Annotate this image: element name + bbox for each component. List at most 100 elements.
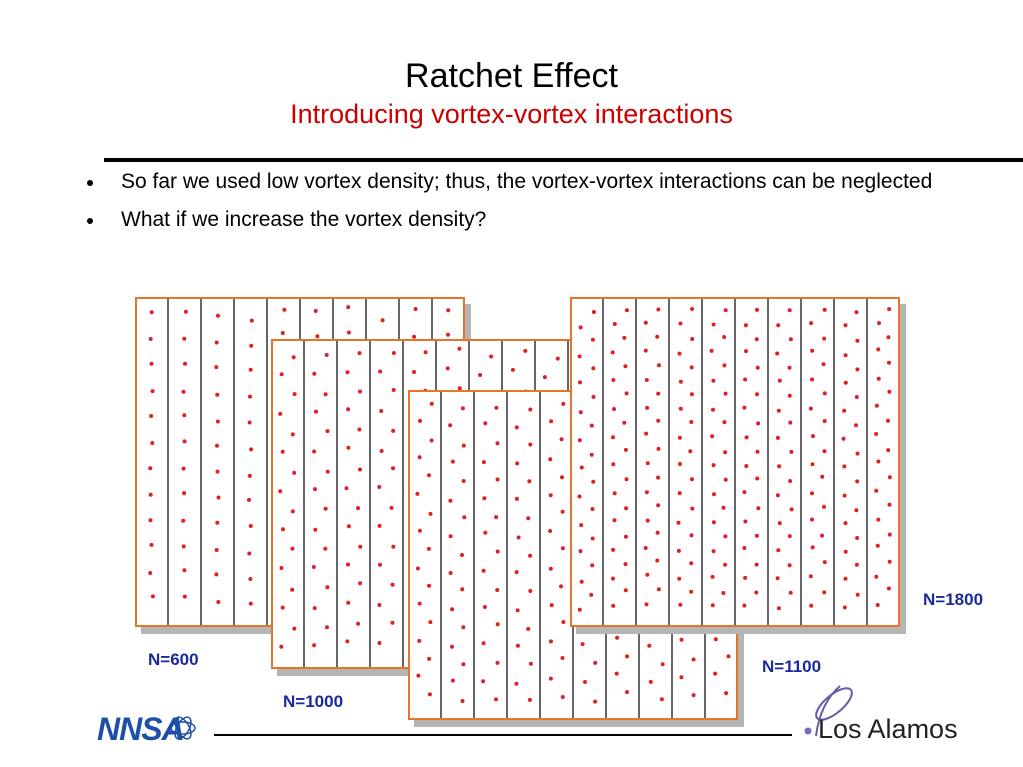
vortex-dot [810, 545, 815, 550]
vortex-dot [611, 462, 616, 467]
vortex-dot [215, 419, 220, 424]
vortex-dot [323, 506, 328, 511]
vortex-dot [149, 414, 154, 418]
vortex-dot [216, 600, 221, 604]
title-divider [104, 158, 1023, 162]
vortex-dot [346, 600, 351, 605]
vortex-dot [291, 355, 296, 360]
vortex-dot [855, 451, 860, 456]
vortex-dot [215, 469, 220, 474]
vortex-dot [515, 608, 520, 613]
vortex-dot [182, 491, 187, 496]
vortex-dot [527, 697, 532, 702]
vortex-dot [249, 318, 254, 323]
vortex-dot [494, 405, 499, 410]
vortex-dot [590, 563, 595, 568]
vortex-dot [428, 620, 433, 625]
vortex-dot [412, 334, 417, 339]
vortex-dot [148, 518, 153, 523]
vortex-dot [612, 407, 616, 411]
vortex-dot [887, 389, 892, 394]
vortex-dot [182, 336, 187, 341]
vortex-dot [391, 544, 396, 549]
vortex-dot [723, 562, 728, 567]
vortex-dot [655, 558, 660, 563]
vortex-dot [514, 570, 519, 575]
vortex-dot [590, 536, 595, 541]
nnsa-logo: NNSA [97, 711, 196, 747]
vortex-dot [822, 504, 826, 509]
vortex-dot [691, 693, 696, 698]
vortex-dot [744, 435, 749, 440]
vortex-dot [280, 331, 285, 335]
vortex-dot [875, 543, 880, 548]
vortex-dot [312, 449, 317, 454]
vortex-dot [516, 535, 521, 540]
vortex-dot [742, 405, 747, 410]
vortex-dot [787, 534, 792, 539]
vortex-dot [578, 410, 583, 415]
vortex-dot [460, 587, 465, 592]
vortex-dot [358, 389, 362, 394]
vortex-dot [855, 338, 860, 343]
svg-text:Los Alamos: Los Alamos [818, 714, 958, 744]
vortex-dot [876, 376, 881, 381]
vortex-dot [216, 495, 221, 500]
vortex-dot [742, 603, 747, 608]
vortex-dot [216, 313, 220, 318]
vortex-dot [754, 590, 759, 595]
vortex-dot [345, 370, 350, 375]
vortex-dot [290, 432, 295, 437]
vortex-dot [789, 449, 794, 454]
vortex-dot [855, 367, 860, 372]
vortex-dot [290, 509, 295, 514]
vortex-dot [279, 566, 284, 570]
vortex-dot [593, 660, 598, 665]
vortex-dot [526, 516, 531, 521]
vortex-dot [677, 435, 682, 440]
vortex-dot [215, 392, 220, 397]
vortex-dot [787, 563, 792, 568]
vortex-dot [593, 699, 598, 704]
vortex-dot [623, 588, 628, 593]
vortex-dot [448, 534, 453, 539]
simulation-panel-n1800 [570, 297, 900, 627]
vortex-dot [644, 431, 649, 436]
vortex-dot [278, 489, 283, 494]
vortex-dot [843, 576, 848, 581]
vortex-dot [390, 620, 395, 625]
vortex-dot [787, 393, 792, 398]
vortex-dot [615, 635, 620, 640]
vortex-dot [580, 642, 585, 647]
vortex-dot [247, 497, 251, 502]
vortex-dot [655, 334, 660, 339]
vortex-dot [787, 308, 792, 313]
vortex-dot [445, 366, 450, 371]
vortex-dot [515, 643, 520, 648]
vortex-dot [292, 392, 297, 397]
vortex-dot [822, 449, 827, 454]
vortex-dot [886, 586, 891, 591]
vortex-dot [776, 408, 781, 413]
bullet-icon [87, 180, 93, 186]
vortex-dot [150, 594, 155, 599]
vortex-dot [645, 461, 650, 466]
vortex-dot [460, 406, 465, 411]
vortex-dot [821, 362, 826, 367]
vortex-dot [591, 310, 596, 314]
vortex-dot [647, 643, 652, 648]
vortex-dot [874, 488, 879, 493]
vortex-dot [887, 532, 892, 537]
vortex-dot [429, 438, 434, 443]
vortex-dot [450, 607, 455, 612]
vortex-dot [678, 462, 682, 466]
vortex-dot [346, 305, 351, 310]
vortex-dot [417, 601, 422, 606]
vortex-dot [688, 449, 693, 454]
vortex-dot [548, 529, 553, 533]
vortex-dot [427, 583, 432, 588]
label-n1800: N=1800 [923, 590, 984, 609]
vortex-dot [280, 449, 285, 454]
vortex-dot [788, 479, 793, 483]
slide-subtitle: Introducing vortex-vortex interactions [290, 99, 733, 129]
